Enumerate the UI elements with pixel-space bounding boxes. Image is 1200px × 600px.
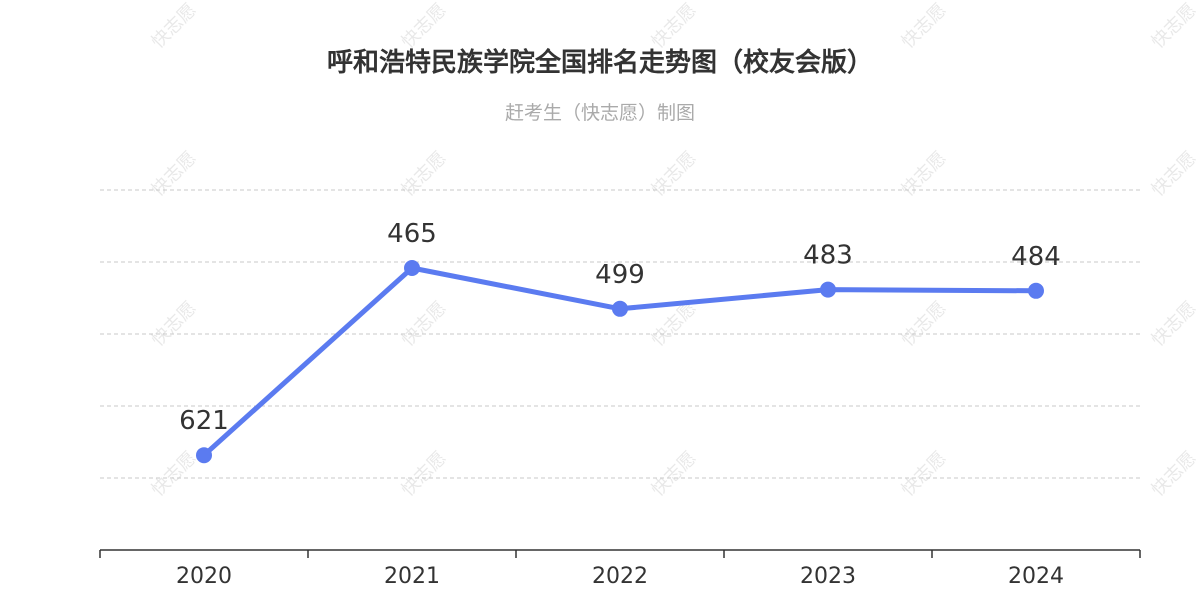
data-label: 483 [803,241,853,271]
data-point[interactable] [612,300,628,317]
watermark-text: 快志愿 [648,0,701,53]
watermark-text: 快志愿 [398,148,451,201]
watermark-text: 快志愿 [398,298,451,351]
x-tick-label: 2024 [1008,564,1064,589]
watermark-text: 快志愿 [1148,148,1200,201]
chart-subtitle: 赶考生（快志愿）制图 [504,102,695,124]
watermark-text: 快志愿 [398,448,451,501]
watermark-text: 快志愿 [648,148,701,201]
watermark-text: 快志愿 [148,148,201,201]
watermark-text: 快志愿 [1148,0,1200,53]
watermark-text: 快志愿 [898,448,951,501]
gridlines [100,189,1140,479]
x-tick-label: 2022 [592,564,648,589]
watermark-text: 快志愿 [1148,298,1200,351]
data-label: 484 [1011,242,1061,272]
data-label: 465 [387,219,437,249]
data-point[interactable] [820,281,836,298]
watermark-text: 快志愿 [898,148,951,201]
series-layer [196,260,1044,464]
watermark-text: 快志愿 [898,0,951,53]
watermark-text: 快志愿 [148,0,201,53]
x-tick-label: 2021 [384,564,440,589]
watermark-text: 快志愿 [898,298,951,351]
data-point[interactable] [1028,282,1044,299]
data-point[interactable] [404,260,420,276]
watermark-text: 快志愿 [1148,448,1200,501]
data-label: 621 [179,406,229,436]
watermark-text: 快志愿 [148,298,201,351]
x-tick-label: 2020 [176,564,232,589]
watermark-text: 快志愿 [148,448,201,501]
x-axis: 2020 2021 2022 2023 2024 [99,549,1141,589]
data-label: 499 [595,260,645,290]
chart-title: 呼和浩特民族学院全国排名走势图（校友会版） [326,48,873,78]
series-line [201,265,1039,458]
data-point[interactable] [196,447,212,464]
x-tick-label: 2023 [800,564,856,589]
watermark-text: 快志愿 [398,0,451,53]
watermark-text: 快志愿 [648,448,701,501]
data-label-layer: 621 465 499 483 484 [179,219,1061,436]
